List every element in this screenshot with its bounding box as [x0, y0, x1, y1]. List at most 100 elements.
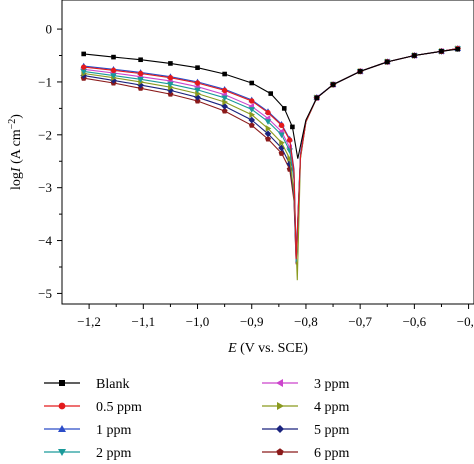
- data-point: [221, 102, 228, 110]
- data-point: [279, 139, 285, 147]
- data-point: [357, 69, 363, 74]
- data-point: [286, 137, 293, 143]
- data-point: [384, 59, 390, 65]
- data-point: [265, 135, 271, 142]
- data-point: [222, 98, 228, 106]
- data-point: [278, 144, 285, 152]
- data-point: [195, 90, 201, 97]
- data-point: [278, 132, 285, 139]
- legend-marker: [276, 425, 284, 433]
- data-point: [137, 81, 144, 89]
- data-point: [248, 107, 256, 113]
- x-tick-label: −1,0: [186, 314, 210, 329]
- legend-item: 6 ppm: [262, 446, 350, 461]
- data-point: [264, 130, 272, 138]
- data-point: [455, 46, 461, 52]
- legend-label: 4 ppm: [314, 400, 350, 415]
- data-point: [281, 106, 287, 111]
- data-point: [268, 91, 274, 96]
- data-point: [439, 48, 444, 54]
- y-axis-title: logI (A cm−2): [7, 114, 24, 190]
- legend-marker: [276, 379, 283, 387]
- legend-label: Blank: [96, 377, 129, 392]
- data-point: [80, 64, 87, 70]
- data-point: [287, 155, 293, 162]
- legend-marker: [58, 402, 66, 410]
- x-tick-label: −0,5: [457, 314, 474, 329]
- series-Blank: [81, 46, 461, 159]
- legend: Blank 0.5 ppm 1 ppm 2 ppm 3 ppm 4 ppm 5 ppm 6 p…: [44, 377, 350, 461]
- data-point: [168, 61, 173, 66]
- legend-marker: [58, 425, 66, 432]
- x-tick-label: −0,8: [294, 314, 318, 329]
- y-tick-label: −2: [38, 127, 52, 142]
- legend-item: 4 ppm: [262, 400, 350, 415]
- legend-marker: [58, 449, 66, 456]
- data-point: [286, 160, 293, 168]
- x-tick-label: −0,7: [348, 314, 372, 329]
- data-point: [221, 95, 228, 102]
- data-point: [194, 80, 201, 86]
- y-tick-label: −4: [38, 233, 52, 248]
- data-point: [110, 67, 117, 74]
- legend-label: 2 ppm: [96, 446, 132, 461]
- series-1-ppm: [80, 45, 462, 257]
- data-point: [248, 122, 255, 128]
- data-point: [264, 119, 272, 125]
- data-point: [221, 107, 228, 114]
- legend-item: 1 ppm: [44, 423, 132, 438]
- y-tick-label: −5: [38, 286, 52, 301]
- y-tick-label: −3: [38, 180, 52, 195]
- legend-marker: [277, 402, 284, 410]
- data-point: [314, 95, 320, 101]
- legend-item: 5 ppm: [262, 423, 350, 438]
- data-point: [137, 77, 144, 83]
- legend-item: 0.5 ppm: [44, 400, 142, 415]
- data-point: [278, 122, 285, 129]
- data-point: [249, 111, 256, 119]
- data-point: [137, 70, 144, 77]
- data-point: [81, 51, 86, 57]
- data-point: [330, 82, 336, 87]
- legend-item: 2 ppm: [44, 446, 132, 461]
- data-point: [194, 93, 201, 101]
- data-point: [195, 65, 200, 70]
- legend-marker: [276, 448, 284, 456]
- data-point: [110, 73, 117, 79]
- series-2-ppm: [80, 46, 462, 262]
- data-point: [138, 57, 143, 63]
- legend-marker: [59, 380, 65, 386]
- data-point: [167, 81, 174, 88]
- data-point: [248, 116, 256, 124]
- data-point: [265, 125, 272, 132]
- legend-label: 1 ppm: [96, 423, 132, 438]
- legend-label: 6 ppm: [314, 446, 350, 461]
- data-point: [167, 91, 174, 97]
- x-tick-label: −0,6: [403, 314, 427, 329]
- data-point: [80, 69, 87, 75]
- series-3-ppm: [80, 45, 461, 261]
- data-point: [167, 75, 174, 81]
- data-point: [111, 54, 116, 60]
- x-tick-label: −1,1: [132, 314, 156, 329]
- x-tick-label: −1,2: [77, 314, 101, 329]
- series-line: [83, 48, 458, 159]
- plot-frame: [61, 0, 474, 305]
- data-point: [290, 124, 295, 130]
- legend-label: 3 ppm: [314, 377, 350, 392]
- axes-layer: −1,2 −1,1 −1,0 −0,9 −0,8 −0,7 −0,6 −0,5 0 −1 −2 −3 −…: [38, 22, 474, 329]
- data-point: [222, 71, 227, 77]
- legend-item: 3 ppm: [262, 377, 350, 392]
- data-point: [194, 87, 201, 94]
- data-point: [412, 53, 417, 58]
- series-5-ppm: [80, 45, 462, 263]
- legend-label: 5 ppm: [314, 423, 350, 438]
- series-layer: [80, 45, 462, 281]
- series-4-ppm: [81, 45, 462, 281]
- data-point: [249, 80, 255, 86]
- x-axis-title: E (V vs. SCE): [227, 341, 308, 356]
- x-tick-label: −0,9: [240, 314, 264, 329]
- data-point: [249, 98, 255, 104]
- y-tick-label: 0: [46, 22, 53, 37]
